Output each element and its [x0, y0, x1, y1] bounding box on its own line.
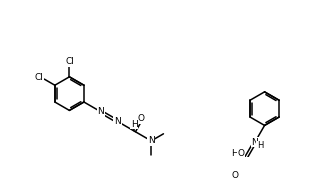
- Text: O: O: [138, 114, 145, 123]
- Text: H: H: [131, 120, 138, 129]
- Text: N: N: [148, 136, 155, 145]
- Text: O: O: [237, 149, 244, 158]
- Text: N: N: [114, 117, 121, 126]
- Text: O: O: [232, 171, 239, 178]
- Text: H: H: [257, 141, 263, 150]
- Text: H: H: [231, 149, 238, 158]
- Text: Cl: Cl: [35, 73, 43, 82]
- Text: N: N: [97, 107, 104, 116]
- Text: Cl: Cl: [66, 57, 75, 66]
- Text: N: N: [251, 138, 258, 147]
